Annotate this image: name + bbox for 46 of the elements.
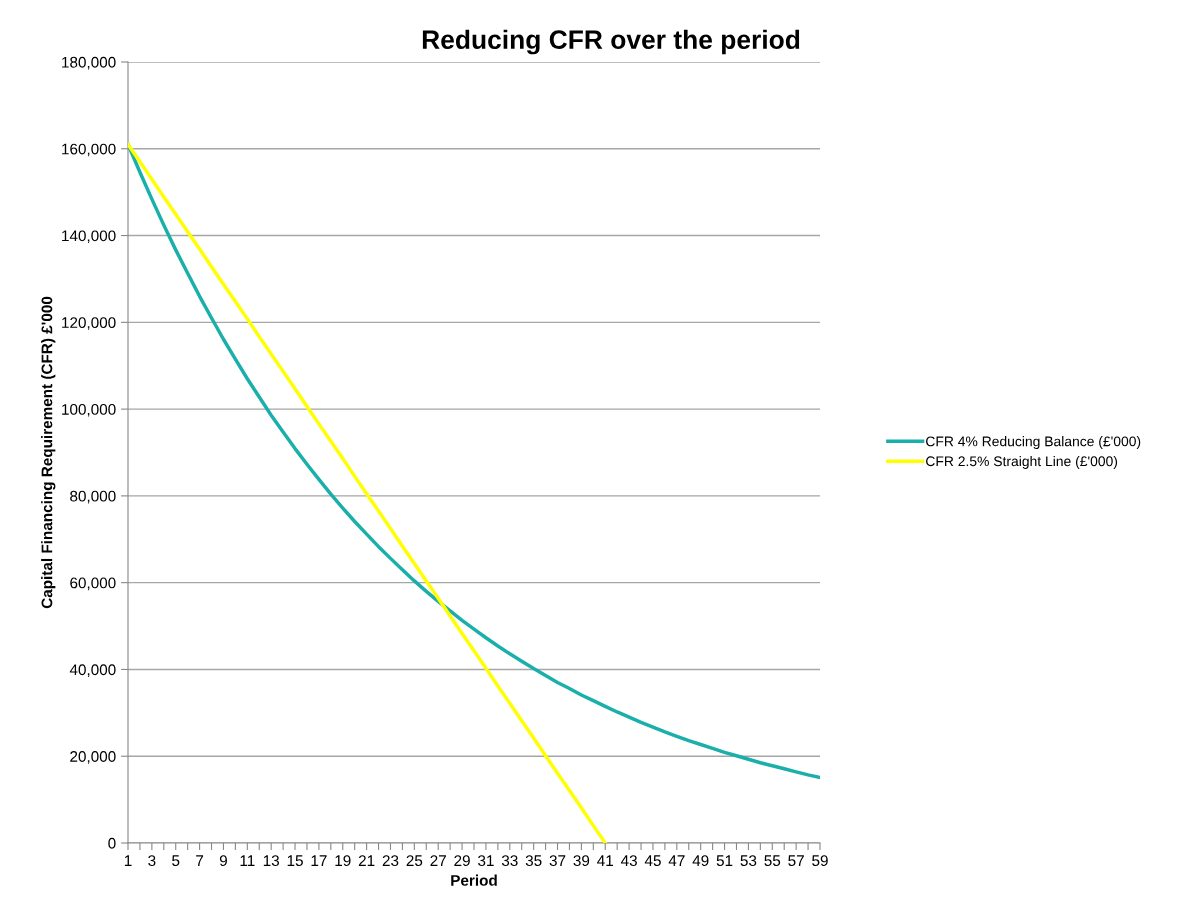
y-tick-label: 140,000 [62, 230, 116, 244]
y-tick-label: 100,000 [62, 403, 116, 417]
x-tick-label: 3 [148, 855, 156, 867]
x-tick-label: 33 [501, 855, 518, 867]
legend-label: CFR 2.5% Straight Line (£'000) [926, 455, 1118, 469]
y-tick-label: 20,000 [70, 751, 116, 764]
y-tick-label: 120,000 [62, 317, 116, 330]
x-tick-label: 49 [692, 855, 709, 867]
y-axis-title: Capital Financing Requirement (CFR) £'000 [41, 296, 56, 609]
x-tick-label: 39 [573, 855, 590, 867]
x-tick-label: 41 [597, 855, 613, 866]
line-series [128, 142, 607, 843]
x-tick-label: 59 [812, 855, 828, 867]
x-tick-label: 25 [406, 855, 423, 867]
x-tick-label: 55 [764, 855, 781, 867]
x-tick-label: 31 [478, 855, 494, 867]
x-tick-label: 37 [549, 855, 566, 867]
legend-label: CFR 4% Reducing Balance (£'000) [926, 436, 1141, 450]
x-tick-label: 53 [740, 855, 757, 867]
x-tick-label: 45 [644, 855, 661, 867]
x-tick-label: 1 [124, 855, 132, 866]
y-tick-label: 160,000 [62, 143, 116, 157]
x-tick-label: 11 [240, 855, 255, 866]
x-tick-label: 7 [196, 855, 204, 866]
y-tick-label: 80,000 [70, 490, 116, 504]
x-tick-label: 15 [287, 855, 303, 867]
x-tick-label: 47 [668, 855, 685, 866]
chart-title: Reducing CFR over the period [422, 29, 800, 55]
x-tick-label: 29 [454, 855, 470, 867]
x-tick-label: 43 [620, 855, 637, 867]
y-tick-label: 0 [108, 837, 116, 849]
x-tick-label: 17 [311, 855, 327, 866]
y-tick-label: 60,000 [70, 577, 116, 591]
x-tick-label: 13 [263, 855, 279, 867]
x-tick-label: 27 [430, 855, 446, 866]
x-tick-label: 21 [358, 855, 375, 866]
x-tick-label: 19 [335, 855, 351, 867]
x-tick-label: 57 [788, 855, 804, 867]
x-tick-label: 5 [172, 855, 180, 867]
y-tick-label: 180,000 [62, 56, 116, 70]
x-tick-label: 9 [219, 855, 227, 867]
x-axis-title: Period [451, 874, 497, 886]
y-tick-label: 40,000 [69, 664, 116, 677]
x-tick-label: 23 [382, 855, 399, 867]
x-tick-label: 35 [525, 855, 542, 867]
x-tick-label: 51 [716, 855, 733, 867]
